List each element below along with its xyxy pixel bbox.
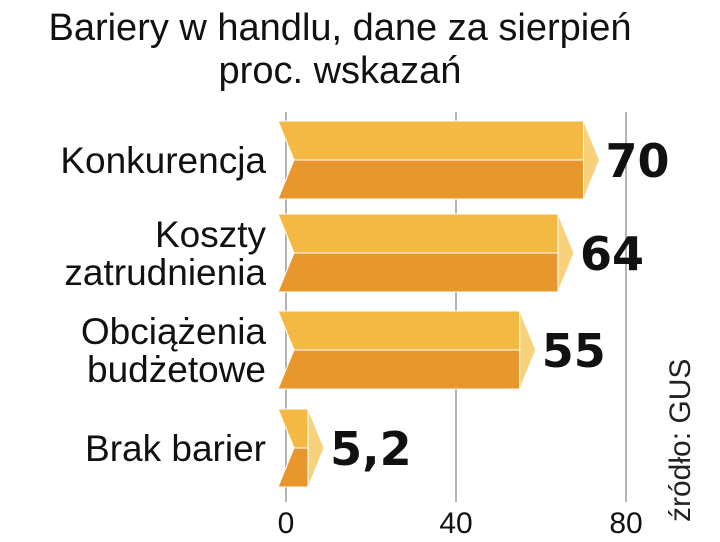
tick-label-0: 0 [278, 507, 295, 540]
bar-0 [277, 120, 601, 200]
bar-bottom-face [277, 349, 521, 390]
category-label-1-0: Koszty [155, 214, 267, 255]
bar-bottom-face [277, 447, 309, 488]
value-label-1: 64 [580, 227, 644, 281]
category-label-0-0: Konkurencja [60, 140, 266, 181]
bar-bottom-face [277, 159, 584, 200]
bar-top-face [277, 213, 559, 254]
axis-ticks: 0 40 80 [278, 507, 643, 540]
bar-top-face [277, 310, 521, 351]
tick-label-80: 80 [609, 507, 642, 540]
bar-top-face [277, 408, 309, 449]
bar-end-cap [557, 213, 575, 293]
value-labels: 70 64 55 5,2 [330, 134, 669, 476]
category-label-3-0: Brak barier [85, 428, 266, 469]
bar-3 [277, 408, 325, 488]
category-label-1-1: zatrudnienia [64, 252, 266, 293]
bar-end-cap [519, 310, 537, 390]
chart-subtitle: proc. wskazań [219, 50, 462, 92]
bars [277, 120, 601, 488]
bar-end-cap [583, 120, 601, 200]
bar-bottom-face [277, 252, 559, 293]
value-label-3: 5,2 [330, 422, 412, 476]
category-label-2-1: budżetowe [87, 349, 266, 390]
value-label-0: 70 [606, 134, 670, 188]
bar-top-face [277, 120, 584, 161]
value-label-2: 55 [542, 324, 606, 378]
tick-label-40: 40 [439, 507, 472, 540]
bar-1 [277, 213, 575, 293]
bar-end-cap [307, 408, 325, 488]
source-label: źródło: GUS [664, 359, 697, 522]
bar-2 [277, 310, 537, 390]
category-label-2-0: Obciążenia [81, 311, 267, 352]
chart-title: Bariery w handlu, dane za sierpień [48, 7, 631, 49]
